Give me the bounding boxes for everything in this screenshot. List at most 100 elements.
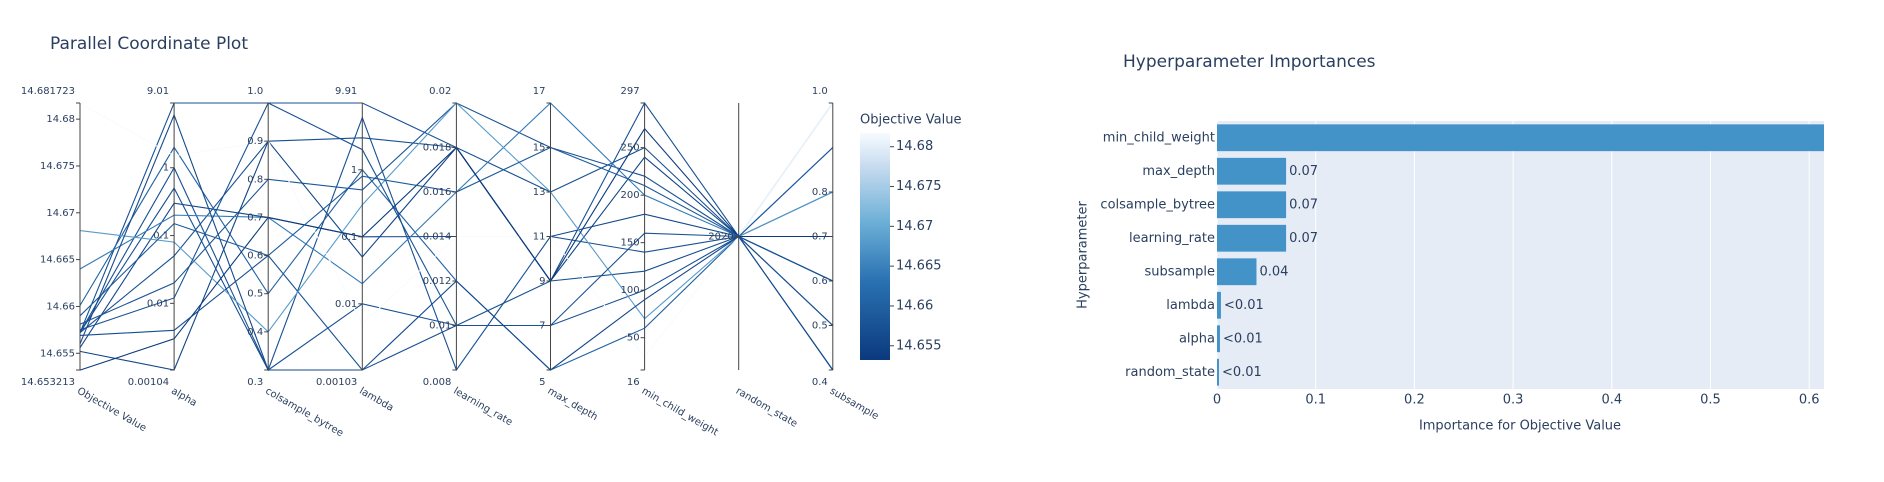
x-tick-label: 0	[1213, 393, 1221, 408]
tick-label: 250	[621, 143, 640, 154]
tick-label: 0.7	[812, 232, 828, 243]
bar	[1217, 325, 1220, 353]
tick-label: 13	[533, 187, 546, 198]
tick-label: 50	[627, 333, 640, 344]
axis-label: lambda	[357, 386, 395, 414]
bar	[1217, 358, 1219, 386]
tick-label: 0.016	[423, 187, 452, 198]
x-tick-label: 0.6	[1799, 393, 1820, 408]
bar	[1217, 191, 1287, 219]
tick-label: 0.8	[247, 174, 263, 185]
value-label: <0.01	[1224, 298, 1264, 313]
tick-label: 9	[539, 276, 545, 287]
tick-label: 0.00104	[128, 377, 169, 388]
tick-label: 1	[163, 163, 169, 174]
axis-label: colsample_bytree	[263, 386, 345, 440]
axis-label: subsample	[828, 386, 880, 423]
tick-label: 14.665	[40, 255, 75, 266]
y-tick-label: learning_rate	[1129, 231, 1215, 246]
value-label: 0.07	[1289, 231, 1318, 246]
colorbar-tick-label: 14.66	[896, 298, 933, 313]
tick-label: 9.01	[147, 86, 169, 97]
plot-background	[1217, 121, 1824, 389]
tick-label: 0.00103	[316, 377, 357, 388]
value-label: 0.04	[1259, 264, 1288, 279]
tick-label: 0.01	[335, 299, 357, 310]
tick-label: 14.68	[46, 114, 75, 125]
tick-label: 297	[621, 86, 640, 97]
tick-label: 0.8	[812, 187, 828, 198]
colorbar-tick-label: 14.675	[896, 179, 942, 194]
tick-label: 1.0	[812, 86, 828, 97]
y-tick-label: max_depth	[1142, 164, 1215, 179]
tick-label: 1.0	[247, 86, 263, 97]
tick-label: 0.014	[423, 232, 452, 243]
value-label: <0.01	[1222, 365, 1262, 380]
axis-label: random_state	[734, 386, 799, 430]
tick-label: 100	[621, 285, 640, 296]
tick-label: 14.653213	[21, 377, 75, 388]
tick-label: 0.1	[341, 232, 357, 243]
tick-label: 2020	[708, 232, 733, 243]
chart-title: Hyperparameter Importances	[1123, 52, 1376, 72]
y-tick-label: random_state	[1125, 365, 1215, 380]
x-tick-label: 0.2	[1404, 393, 1425, 408]
tick-label: 0.01	[429, 321, 451, 332]
x-tick-label: 0.1	[1305, 393, 1326, 408]
chart-title: Parallel Coordinate Plot	[50, 34, 248, 54]
y-tick-label: min_child_weight	[1103, 130, 1215, 145]
tick-label: 0.1	[153, 231, 169, 242]
tick-label: 0.4	[812, 377, 828, 388]
tick-label: 0.6	[247, 251, 263, 262]
tick-label: 15	[533, 143, 546, 154]
tick-label: 17	[533, 86, 546, 97]
y-tick-label: subsample	[1144, 264, 1215, 279]
y-tick-label: colsample_bytree	[1100, 197, 1215, 212]
tick-label: 5	[539, 377, 545, 388]
tick-label: 16	[627, 377, 640, 388]
colorbar-title: Objective Value	[860, 113, 961, 128]
colorbar-tick-label: 14.67	[896, 219, 933, 234]
tick-label: 9.91	[335, 86, 357, 97]
tick-label: 0.5	[812, 321, 828, 332]
tick-label: 0.6	[812, 276, 828, 287]
tick-label: 0.012	[423, 276, 452, 287]
tick-label: 11	[533, 232, 546, 243]
tick-label: 150	[621, 238, 640, 249]
bar	[1217, 291, 1221, 319]
x-tick-label: 0.5	[1700, 393, 1721, 408]
tick-label: 0.4	[247, 327, 263, 338]
colorbar-tick-label: 14.665	[896, 259, 942, 274]
axis-label: Objective Value	[75, 386, 148, 435]
y-axis-title: Hyperparameter	[1076, 201, 1091, 309]
value-label: 0.07	[1289, 197, 1318, 212]
tick-label: 14.655	[40, 348, 75, 359]
tick-label: 14.675	[40, 161, 75, 172]
tick-label: 0.008	[423, 377, 452, 388]
tick-label: 14.67	[46, 208, 75, 219]
tick-label: 1	[351, 165, 357, 176]
x-tick-label: 0.3	[1503, 393, 1524, 408]
tick-label: 0.018	[423, 143, 452, 154]
y-tick-label: lambda	[1166, 298, 1215, 313]
y-tick-label: alpha	[1179, 331, 1215, 346]
value-label: <0.01	[1223, 331, 1263, 346]
tick-label: 200	[621, 190, 640, 201]
bar	[1217, 224, 1287, 252]
axis-label: alpha	[169, 386, 199, 409]
value-label: 0.07	[1289, 164, 1318, 179]
colorbar-tick-label: 14.68	[896, 139, 933, 154]
tick-label: 14.66	[46, 301, 75, 312]
axis-label: min_child_weight	[640, 386, 720, 439]
bar	[1217, 258, 1257, 286]
bar	[1217, 124, 1824, 152]
tick-label: 0.9	[247, 136, 263, 147]
tick-label: 0.01	[147, 298, 169, 309]
axis-label: learning_rate	[451, 386, 514, 429]
axis-label: max_depth	[546, 386, 600, 423]
x-axis-title: Importance for Objective Value	[1419, 419, 1621, 434]
tick-label: 0.5	[247, 289, 263, 300]
tick-label: 7	[539, 321, 545, 332]
tick-label: 0.02	[429, 86, 451, 97]
